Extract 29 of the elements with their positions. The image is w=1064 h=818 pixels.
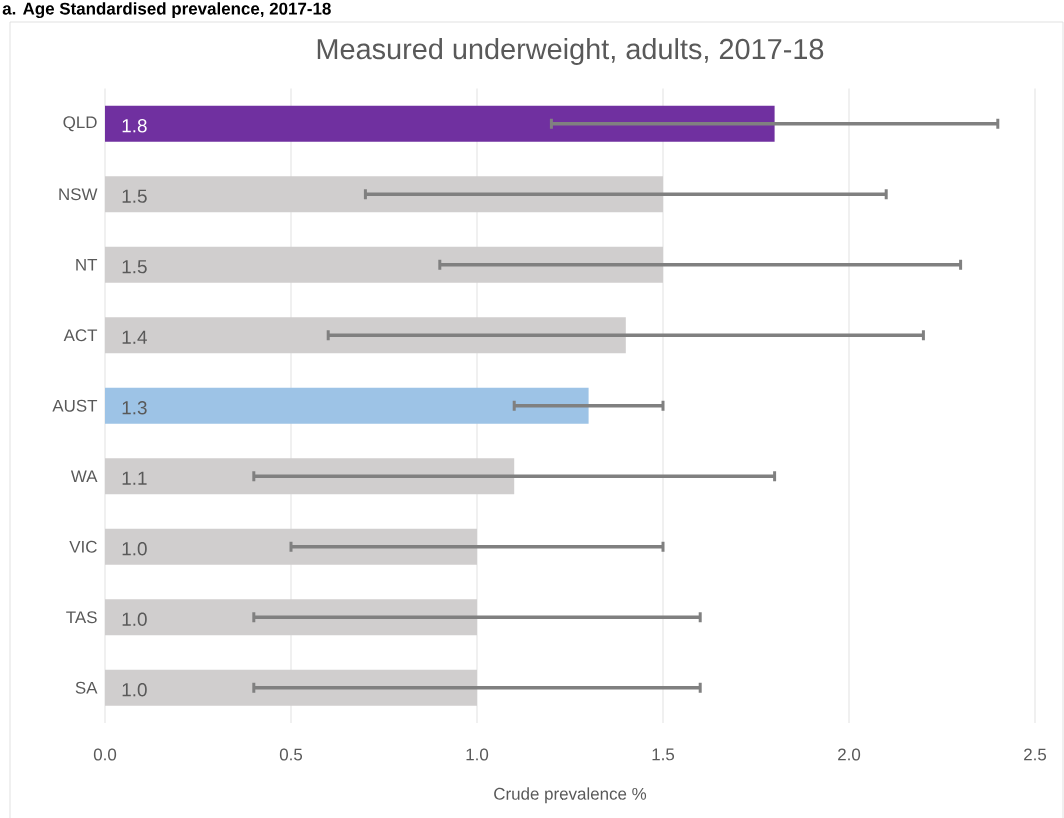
x-tick-label: 2.0: [838, 748, 861, 761]
data-label: 1.0: [122, 541, 147, 556]
chart-title: Measured underweight, adults, 2017-18: [317, 37, 824, 65]
y-tick-label: NSW: [59, 188, 98, 201]
x-tick-label: 0.0: [93, 748, 117, 761]
y-tick-label: TAS: [66, 611, 97, 624]
x-tick-label: 1.5: [652, 748, 675, 761]
data-label: 1.8: [122, 118, 147, 133]
y-tick-label: ACT: [63, 329, 98, 342]
data-label: 1.4: [122, 330, 147, 344]
data-label: 1.0: [122, 682, 147, 697]
data-label: 1.0: [122, 612, 147, 626]
data-label: 1.5: [122, 189, 147, 203]
bar: [105, 105, 775, 142]
x-tick-label: 0.5: [279, 748, 303, 761]
y-tick-label: AUST: [52, 399, 98, 412]
text: a. Age Standardised prevalence, 2017-18: [2, 2, 331, 18]
x-tick-label: 2.5: [1024, 748, 1047, 761]
x-tick-label: 1.0: [466, 748, 489, 761]
y-tick-label: SA: [75, 681, 98, 694]
data-label: 1.5: [122, 259, 147, 274]
y-tick-label: VIC: [69, 540, 97, 553]
y-tick-label: NT: [76, 258, 98, 271]
bar: [105, 387, 589, 424]
y-tick-label: WA: [70, 470, 98, 482]
y-tick-label: QLD: [63, 116, 97, 132]
data-label: 1.3: [122, 400, 147, 415]
data-label: 1.1: [122, 471, 147, 485]
x-axis-title: Crude prevalence %: [494, 787, 647, 803]
